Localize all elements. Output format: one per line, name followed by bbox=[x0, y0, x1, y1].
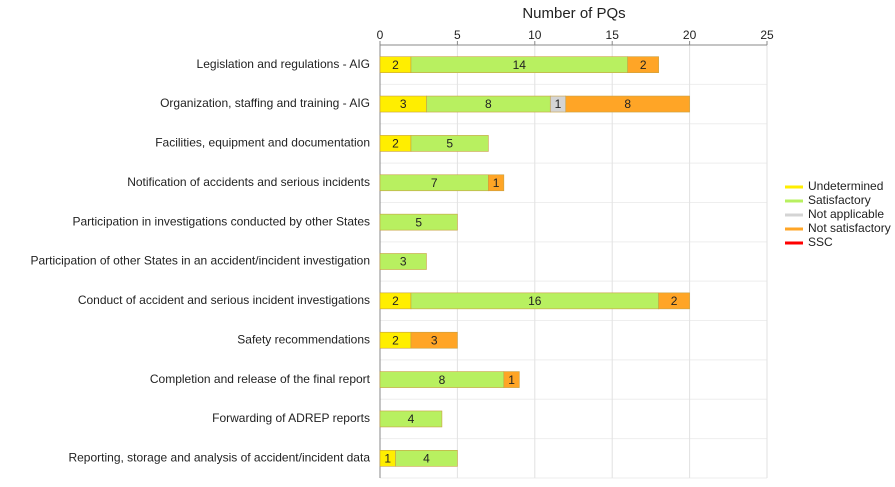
legend-label: Undetermined bbox=[808, 179, 883, 193]
y-tick-label: Organization, staffing and training - AI… bbox=[160, 96, 370, 110]
y-tick-label: Participation of other States in an acci… bbox=[30, 254, 370, 268]
x-tick-label: 10 bbox=[528, 28, 542, 42]
legend-label: Not applicable bbox=[808, 207, 884, 221]
bar-segment bbox=[410, 331, 458, 349]
bar-segment bbox=[410, 135, 489, 152]
value-label: 5 bbox=[446, 137, 453, 151]
value-label: 3 bbox=[400, 255, 407, 269]
y-tick-label: Legislation and regulations - AIG bbox=[197, 57, 370, 71]
y-tick-label: Facilities, equipment and documentation bbox=[155, 136, 370, 150]
bar-segment bbox=[565, 95, 690, 113]
value-label: 7 bbox=[431, 176, 438, 190]
bar-segment bbox=[379, 410, 443, 428]
value-label: 8 bbox=[624, 97, 631, 111]
bar-segment bbox=[503, 371, 520, 388]
value-label: 8 bbox=[485, 97, 492, 111]
value-label: 16 bbox=[528, 294, 542, 308]
value-label: 8 bbox=[439, 373, 446, 387]
value-label: 1 bbox=[555, 97, 562, 111]
y-tick-label: Completion and release of the final repo… bbox=[150, 372, 371, 386]
bar-segment bbox=[627, 56, 659, 73]
value-label: 3 bbox=[400, 97, 407, 111]
value-label: 1 bbox=[508, 373, 515, 387]
legend-label: Satisfactory bbox=[808, 193, 871, 207]
y-tick-label: Reporting, storage and analysis of accid… bbox=[68, 450, 370, 464]
value-label: 1 bbox=[493, 176, 500, 190]
value-label: 1 bbox=[384, 451, 391, 465]
value-label: 2 bbox=[392, 137, 399, 151]
value-label: 2 bbox=[392, 58, 399, 72]
bar-segment bbox=[379, 213, 458, 231]
value-label: 2 bbox=[392, 294, 399, 308]
y-tick-label: Participation in investigations conducte… bbox=[72, 214, 370, 228]
bar-segment bbox=[395, 450, 458, 467]
legend-label: SSC bbox=[808, 235, 833, 249]
x-tick-label: 25 bbox=[760, 28, 774, 42]
y-tick-label: Safety recommendations bbox=[237, 332, 370, 346]
value-label: 5 bbox=[415, 215, 422, 229]
bar-segment bbox=[658, 292, 690, 310]
value-label: 14 bbox=[513, 58, 527, 72]
x-tick-label: 5 bbox=[454, 28, 461, 42]
y-tick-label: Conduct of accident and serious incident… bbox=[78, 293, 370, 307]
axis-title: Number of PQs bbox=[522, 5, 625, 22]
value-label: 3 bbox=[431, 333, 438, 347]
value-label: 2 bbox=[640, 58, 647, 72]
y-tick-label: Notification of accidents and serious in… bbox=[127, 175, 370, 189]
value-label: 2 bbox=[392, 333, 399, 347]
legend-label: Not satisfactory bbox=[808, 221, 891, 235]
x-tick-label: 20 bbox=[683, 28, 697, 42]
x-tick-label: 0 bbox=[377, 28, 384, 42]
value-label: 4 bbox=[408, 412, 415, 426]
bar-segment bbox=[488, 174, 505, 192]
value-label: 4 bbox=[423, 451, 430, 465]
bar-segment bbox=[379, 253, 427, 270]
value-label: 2 bbox=[671, 294, 678, 308]
y-tick-label: Forwarding of ADREP reports bbox=[212, 411, 370, 425]
x-tick-label: 15 bbox=[606, 28, 620, 42]
